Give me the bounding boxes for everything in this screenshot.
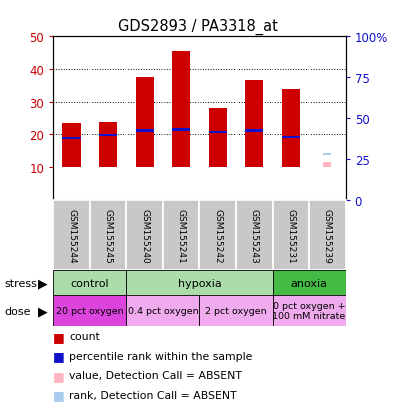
Text: GSM155245: GSM155245 (103, 208, 113, 263)
Bar (90, 200, 126, 271)
Bar (99, 123, 117, 168)
Bar (53, 200, 90, 271)
Bar (323, 163, 331, 168)
Text: control: control (71, 278, 109, 288)
Bar (209, 109, 227, 168)
Bar (236, 200, 273, 271)
Bar (273, 200, 309, 271)
Text: percentile rank within the sample: percentile rank within the sample (69, 351, 252, 361)
Text: ■: ■ (53, 330, 65, 343)
Bar (199, 295, 273, 326)
Bar (172, 129, 190, 131)
Text: hypoxia: hypoxia (178, 278, 221, 288)
Text: GSM155231: GSM155231 (286, 208, 295, 263)
Bar (163, 200, 199, 271)
Text: GSM155243: GSM155243 (250, 208, 259, 263)
Text: GSM155240: GSM155240 (140, 208, 149, 263)
Text: GSM155242: GSM155242 (213, 208, 222, 263)
Bar (323, 154, 331, 156)
Bar (245, 130, 263, 132)
Text: value, Detection Call = ABSENT: value, Detection Call = ABSENT (69, 370, 242, 380)
Bar (273, 271, 346, 295)
Text: count: count (69, 332, 100, 342)
Text: ■: ■ (53, 388, 65, 401)
Text: ▶: ▶ (38, 304, 47, 317)
Bar (126, 271, 273, 295)
Bar (53, 271, 126, 295)
Bar (135, 78, 154, 168)
Bar (199, 200, 236, 271)
Text: ■: ■ (53, 369, 65, 382)
Bar (62, 137, 81, 140)
Bar (135, 130, 154, 132)
Bar (172, 52, 190, 168)
Text: 2 pct oxygen: 2 pct oxygen (205, 306, 267, 315)
Bar (309, 200, 346, 271)
Text: stress: stress (4, 278, 37, 288)
Text: dose: dose (4, 306, 30, 316)
Bar (99, 135, 117, 137)
Bar (273, 295, 346, 326)
Text: GDS2893 / PA3318_at: GDS2893 / PA3318_at (118, 19, 277, 35)
Text: GSM155241: GSM155241 (177, 208, 186, 263)
Text: rank, Detection Call = ABSENT: rank, Detection Call = ABSENT (69, 390, 237, 400)
Text: 0 pct oxygen +
100 mM nitrate: 0 pct oxygen + 100 mM nitrate (273, 301, 346, 320)
Text: GSM155244: GSM155244 (67, 208, 76, 263)
Text: ▶: ▶ (38, 276, 47, 290)
Text: 0.4 pct oxygen: 0.4 pct oxygen (128, 306, 198, 315)
Bar (245, 81, 263, 168)
Bar (209, 131, 227, 133)
Bar (53, 295, 126, 326)
Bar (126, 200, 163, 271)
Bar (282, 137, 300, 139)
Bar (282, 89, 300, 168)
Bar (62, 123, 81, 168)
Text: GSM155239: GSM155239 (323, 208, 332, 263)
Bar (126, 295, 199, 326)
Text: 20 pct oxygen: 20 pct oxygen (56, 306, 124, 315)
Text: ■: ■ (53, 349, 65, 363)
Text: anoxia: anoxia (291, 278, 327, 288)
